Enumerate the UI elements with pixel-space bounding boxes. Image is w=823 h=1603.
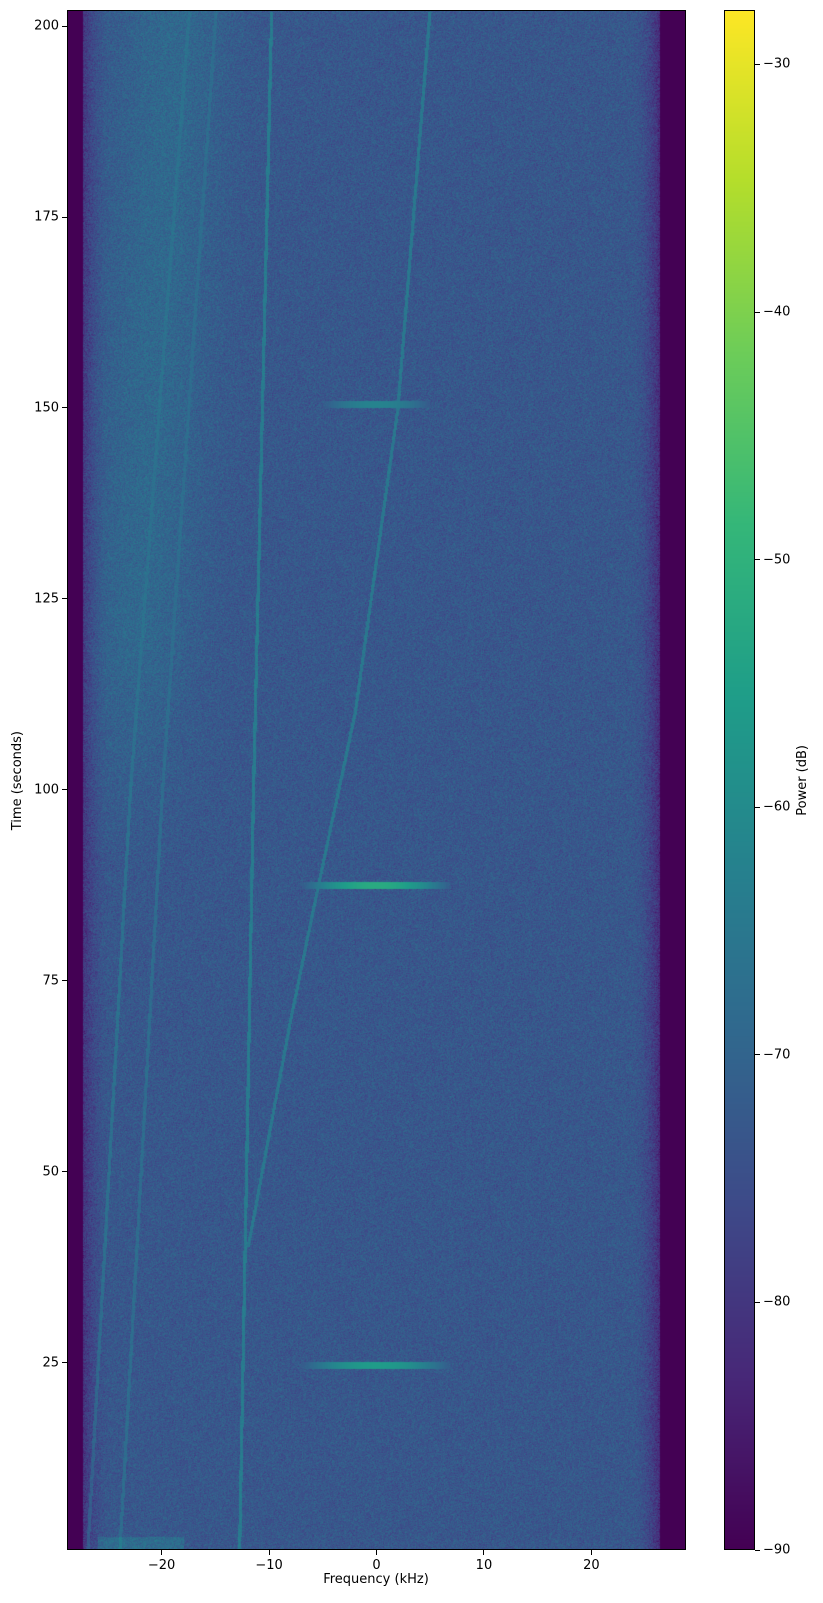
y-tick-label: 125 <box>34 591 59 607</box>
colorbar-gradient <box>725 11 754 1549</box>
y-tick-label: 175 <box>34 209 59 225</box>
colorbar-tick <box>755 806 760 808</box>
colorbar-tick <box>755 559 760 561</box>
y-tick <box>62 216 67 218</box>
x-axis-label: Frequency (kHz) <box>323 1572 429 1587</box>
y-tick-label: 75 <box>42 973 59 989</box>
colorbar-tick-label: −80 <box>763 1294 791 1310</box>
x-tick <box>161 1550 163 1555</box>
x-tick-label: −10 <box>255 1558 283 1573</box>
colorbar-tick <box>755 1301 760 1303</box>
y-tick-label: 50 <box>42 1164 59 1180</box>
colorbar-tick-label: −30 <box>763 56 791 72</box>
colorbar-tick <box>755 63 760 65</box>
y-tick <box>62 1362 67 1364</box>
colorbar-tick-label: −50 <box>763 552 791 568</box>
x-tick <box>590 1550 592 1555</box>
colorbar-tick <box>755 1054 760 1056</box>
colorbar-tick <box>755 1549 760 1551</box>
y-tick <box>62 1171 67 1173</box>
colorbar-tick-label: −70 <box>763 1047 791 1063</box>
colorbar-label: Power (dB) <box>795 744 810 816</box>
spectrogram-heatmap <box>68 11 685 1549</box>
x-tick <box>268 1550 270 1555</box>
y-tick <box>62 980 67 982</box>
colorbar <box>724 10 755 1550</box>
spectrogram-plot-area <box>67 10 686 1550</box>
x-tick-label: 0 <box>372 1558 381 1573</box>
colorbar-tick <box>755 311 760 313</box>
y-tick <box>62 25 67 27</box>
y-tick <box>62 789 67 791</box>
y-tick-label: 25 <box>42 1355 59 1371</box>
y-tick <box>62 407 67 409</box>
y-tick-label: 150 <box>34 400 59 416</box>
y-tick-label: 100 <box>34 782 59 798</box>
x-tick-label: −20 <box>147 1558 176 1573</box>
colorbar-tick-label: −90 <box>763 1542 791 1558</box>
y-tick-label: 200 <box>34 18 59 34</box>
colorbar-tick-label: −60 <box>763 799 791 815</box>
colorbar-tick-label: −40 <box>763 304 791 320</box>
y-tick <box>62 598 67 600</box>
y-axis-label: Time (seconds) <box>10 730 25 830</box>
x-tick <box>483 1550 485 1555</box>
x-tick <box>376 1550 377 1555</box>
x-tick-label: 10 <box>475 1558 493 1573</box>
x-tick-label: 20 <box>583 1558 600 1573</box>
